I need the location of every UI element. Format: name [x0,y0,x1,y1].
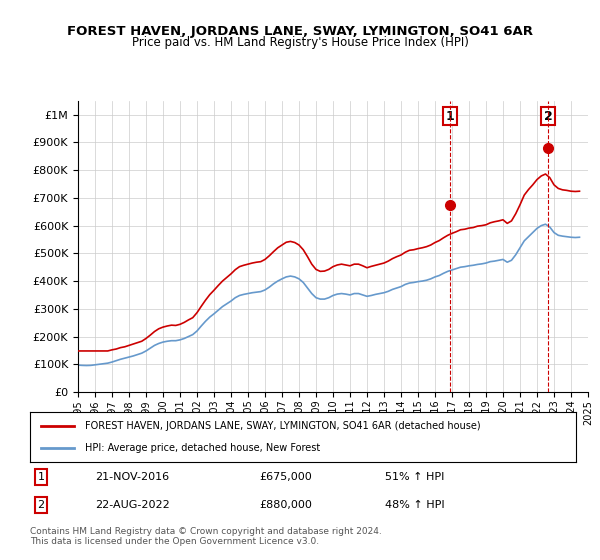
Text: Price paid vs. HM Land Registry's House Price Index (HPI): Price paid vs. HM Land Registry's House … [131,36,469,49]
Text: 1: 1 [446,110,455,123]
Text: 51% ↑ HPI: 51% ↑ HPI [385,472,444,482]
Text: Contains HM Land Registry data © Crown copyright and database right 2024.
This d: Contains HM Land Registry data © Crown c… [30,526,382,546]
Text: 2: 2 [37,500,44,510]
Text: £675,000: £675,000 [259,472,312,482]
Text: £880,000: £880,000 [259,500,312,510]
Text: HPI: Average price, detached house, New Forest: HPI: Average price, detached house, New … [85,443,320,453]
Text: 48% ↑ HPI: 48% ↑ HPI [385,500,445,510]
Text: 1: 1 [37,472,44,482]
Text: FOREST HAVEN, JORDANS LANE, SWAY, LYMINGTON, SO41 6AR: FOREST HAVEN, JORDANS LANE, SWAY, LYMING… [67,25,533,38]
Text: 22-AUG-2022: 22-AUG-2022 [95,500,170,510]
Text: 21-NOV-2016: 21-NOV-2016 [95,472,170,482]
Text: FOREST HAVEN, JORDANS LANE, SWAY, LYMINGTON, SO41 6AR (detached house): FOREST HAVEN, JORDANS LANE, SWAY, LYMING… [85,421,480,431]
Text: 2: 2 [544,110,553,123]
